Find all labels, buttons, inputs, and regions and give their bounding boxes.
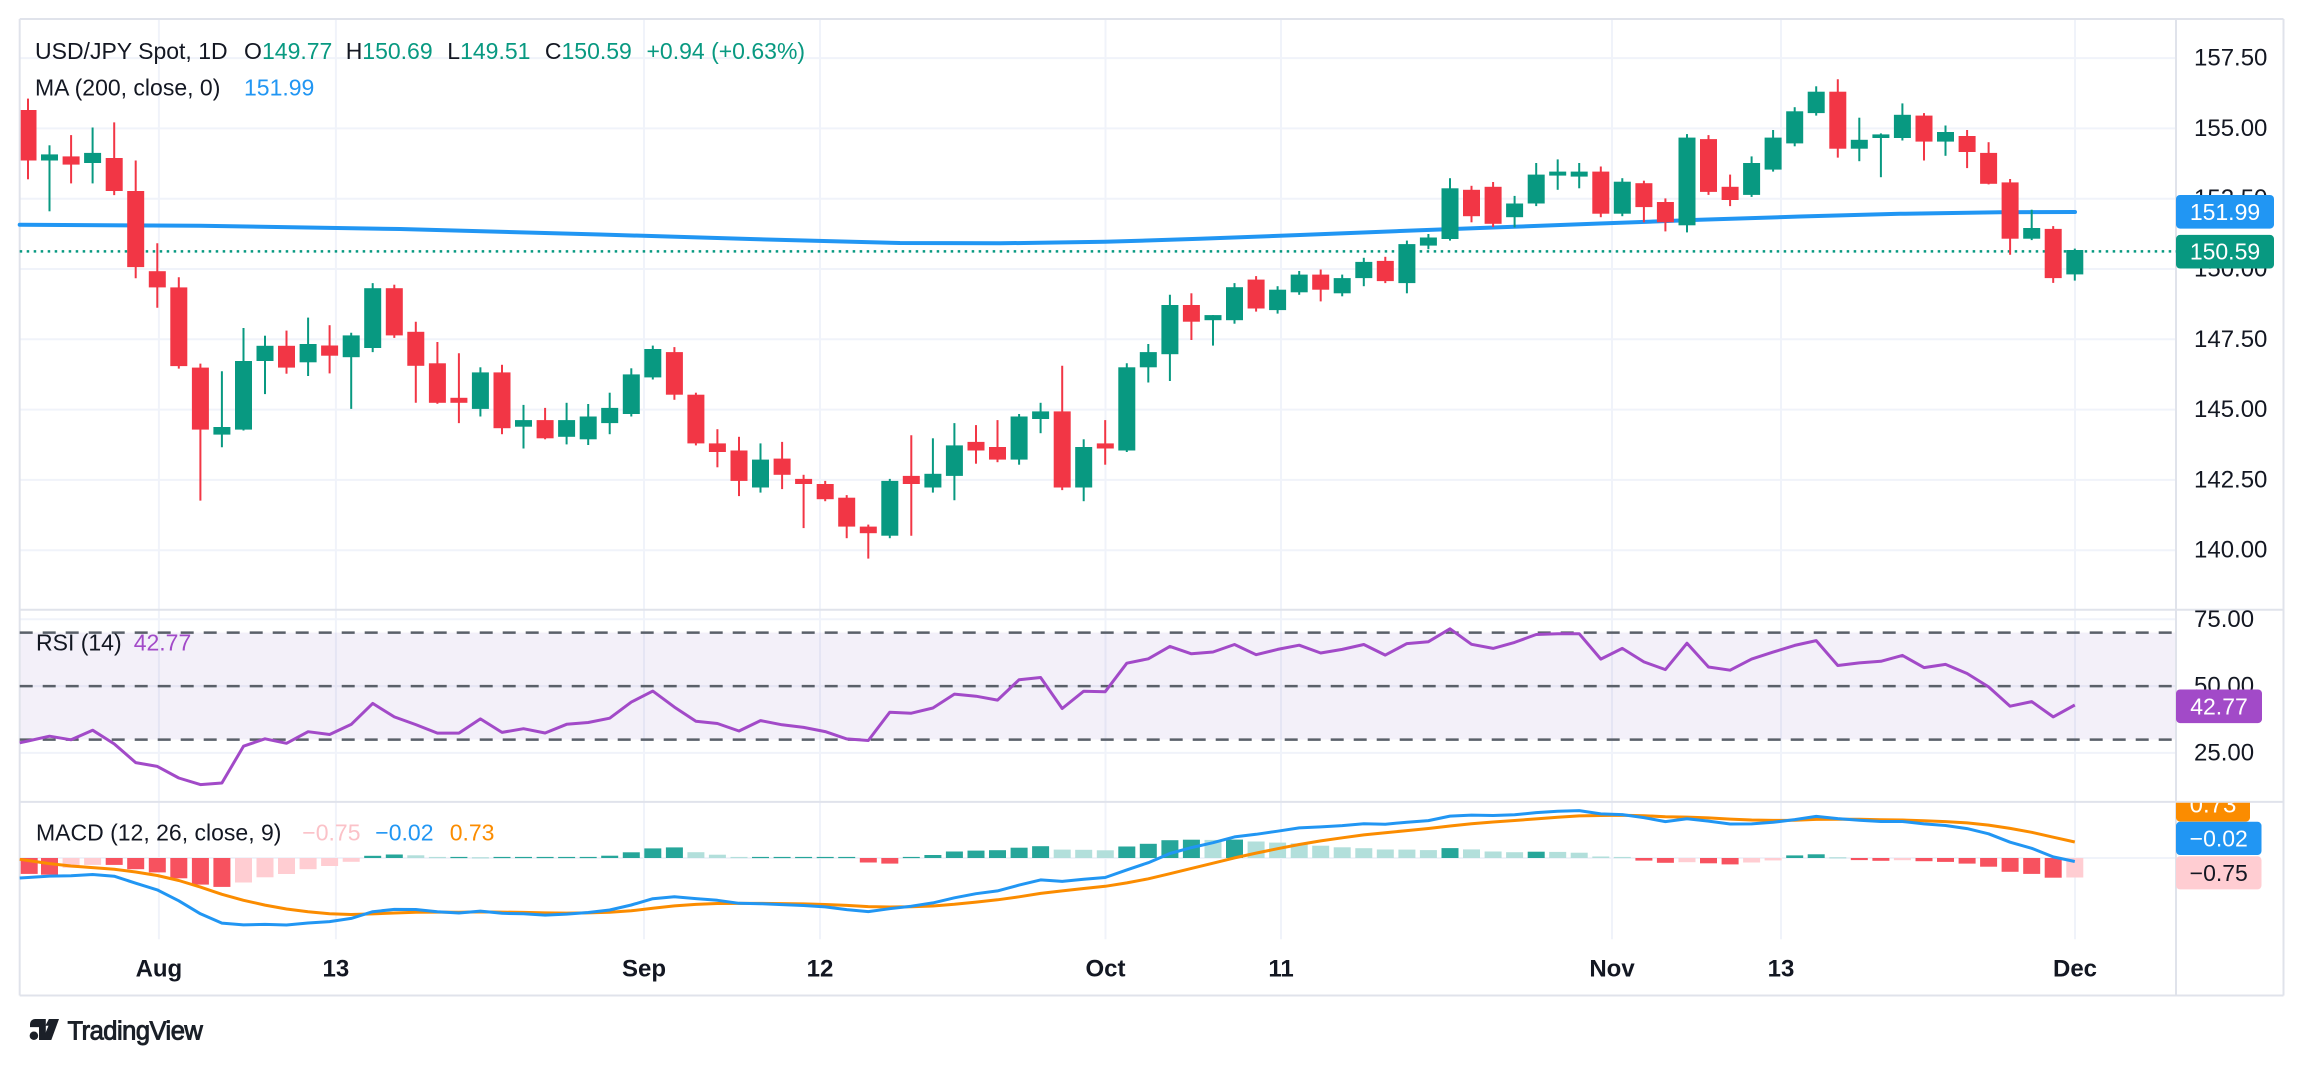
svg-text:Sep: Sep (622, 956, 666, 983)
svg-text:151.99: 151.99 (2190, 199, 2260, 225)
svg-text:145.00: 145.00 (2194, 396, 2267, 423)
svg-text:TradingView: TradingView (68, 1018, 204, 1046)
svg-text:−0.02: −0.02 (2190, 825, 2248, 851)
svg-text:150.59: 150.59 (2190, 239, 2260, 265)
svg-text:Oct: Oct (1085, 956, 1125, 983)
svg-text:75.00: 75.00 (2194, 606, 2254, 633)
svg-text:0.73: 0.73 (2190, 792, 2237, 819)
svg-text:25.00: 25.00 (2194, 739, 2254, 766)
svg-text:Aug: Aug (136, 956, 183, 983)
svg-text:Nov: Nov (1589, 956, 1635, 983)
svg-text:140.00: 140.00 (2194, 537, 2267, 564)
svg-text:147.50: 147.50 (2194, 326, 2267, 353)
svg-text:11: 11 (1268, 956, 1293, 983)
svg-text:142.50: 142.50 (2194, 466, 2267, 493)
svg-text:12: 12 (807, 956, 834, 983)
svg-text:13: 13 (323, 956, 350, 983)
svg-text:MA (200, close, 0)151.99: MA (200, close, 0) 151.99 (35, 75, 314, 101)
svg-text:Dec: Dec (2053, 956, 2097, 983)
svg-text:13: 13 (1768, 956, 1795, 983)
svg-text:155.00: 155.00 (2194, 115, 2267, 142)
svg-text:157.50: 157.50 (2194, 45, 2267, 72)
svg-text:MACD (12, 26, close, 9)−0.75−0: MACD (12, 26, close, 9) −0.75 −0.02 0.73 (36, 820, 494, 846)
svg-text:−0.75: −0.75 (2190, 860, 2248, 886)
svg-text:RSI (14)42.77: RSI (14) 42.77 (36, 630, 191, 656)
svg-text:42.77: 42.77 (2190, 693, 2248, 719)
